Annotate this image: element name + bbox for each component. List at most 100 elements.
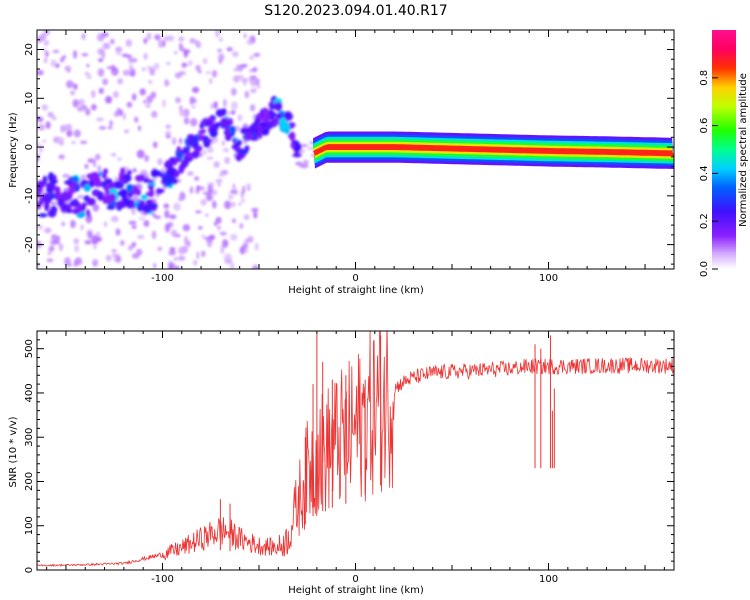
noise-blob — [169, 214, 177, 220]
noise-blob — [41, 104, 49, 111]
noise-blob — [51, 115, 57, 121]
noise-blob — [110, 215, 119, 223]
noise-blob — [47, 111, 54, 118]
signal-blob — [207, 138, 213, 143]
noise-blob — [232, 183, 236, 190]
spectrogram-xlabel: Height of straight line (km) — [288, 285, 424, 296]
signal-blob — [64, 180, 74, 185]
noise-blob — [145, 103, 151, 108]
noise-blob — [198, 226, 203, 230]
noise-blob — [173, 257, 178, 261]
signal-blob — [209, 128, 218, 138]
spectrogram-heatmap — [37, 30, 674, 269]
signal-blob — [191, 150, 200, 159]
signal-blob — [127, 190, 133, 199]
noise-blob — [179, 109, 186, 117]
noise-blob — [244, 238, 251, 243]
noise-blob — [57, 137, 65, 144]
noise-blob — [165, 124, 171, 130]
noise-blob — [153, 215, 162, 220]
y-tick-label: 500 — [24, 339, 35, 358]
signal-blob — [119, 188, 128, 198]
noise-blob — [105, 254, 112, 262]
noise-blob — [250, 78, 257, 87]
noise-blob — [157, 39, 164, 49]
noise-blob — [169, 247, 176, 252]
snr-frame — [36, 330, 675, 571]
noise-blob — [136, 149, 145, 159]
noise-blob — [98, 58, 104, 63]
noise-blob — [230, 87, 237, 96]
noise-blob — [47, 251, 52, 256]
colorbar-ticks: 0.0 0.2 0.4 0.6 0.8 — [699, 70, 718, 277]
x-tick-label: 0 — [352, 273, 358, 284]
noise-blob — [189, 186, 194, 194]
noise-blob — [251, 207, 259, 213]
noise-blob — [98, 125, 107, 130]
noise-blob — [230, 110, 236, 115]
signal-blob — [292, 153, 302, 158]
noise-blob — [194, 210, 202, 214]
noise-blob — [195, 41, 202, 49]
noise-blob — [135, 248, 143, 256]
signal-blob — [107, 188, 118, 196]
signal-blob — [220, 117, 229, 128]
y-tick-label: 200 — [24, 472, 35, 491]
noise-blob — [45, 50, 49, 57]
x-tick-label: -100 — [151, 574, 174, 585]
noise-blob — [194, 176, 200, 181]
y-tick-label: 10 — [24, 92, 35, 105]
noise-blob — [37, 141, 40, 148]
y-tick-label: 400 — [24, 383, 35, 402]
signal-blob — [224, 133, 232, 142]
noise-blob — [211, 189, 218, 196]
noise-blob — [196, 251, 200, 260]
noise-blob — [44, 57, 48, 64]
signal-blob — [173, 169, 180, 178]
noise-blob — [38, 144, 44, 153]
noise-blob — [219, 231, 227, 236]
noise-blob — [218, 172, 226, 177]
signal-band-layer — [313, 144, 674, 157]
noise-blob — [218, 57, 223, 65]
signal-blob — [65, 208, 73, 214]
noise-blob — [143, 37, 148, 44]
noise-blob — [205, 193, 213, 202]
noise-blob — [206, 156, 214, 160]
noise-blob — [233, 67, 239, 72]
noise-blob — [198, 69, 202, 74]
noise-blob — [71, 140, 77, 145]
noise-blob — [166, 35, 175, 42]
noise-blob — [149, 67, 156, 76]
noise-blob — [175, 96, 181, 104]
noise-blob — [189, 96, 196, 102]
noise-blob — [58, 243, 64, 252]
noise-blob — [209, 78, 213, 85]
noise-blob — [243, 33, 247, 39]
signal-blob — [38, 213, 48, 218]
signal-blob — [148, 188, 155, 198]
noise-blob — [110, 153, 117, 157]
signal-blob — [89, 180, 94, 188]
noise-blob — [207, 184, 214, 194]
noise-blob — [137, 234, 145, 240]
signal-blob — [37, 180, 46, 189]
noise-blob — [46, 258, 54, 263]
noise-blob — [217, 180, 221, 188]
noise-blob — [215, 179, 223, 183]
noise-blob — [115, 228, 121, 236]
signal-blob — [103, 195, 114, 204]
noise-blob — [107, 125, 113, 130]
noise-blob — [171, 137, 177, 146]
noise-blob — [193, 259, 198, 266]
noise-blob — [48, 245, 55, 252]
noise-blob — [245, 183, 252, 189]
noise-blob — [50, 59, 57, 68]
noise-blob — [50, 234, 58, 240]
noise-blob — [162, 40, 166, 48]
noise-blob — [66, 129, 73, 137]
noise-blob — [84, 163, 89, 170]
noise-blob — [232, 75, 240, 83]
signal-blob — [147, 179, 154, 184]
signal-blob — [176, 146, 181, 153]
